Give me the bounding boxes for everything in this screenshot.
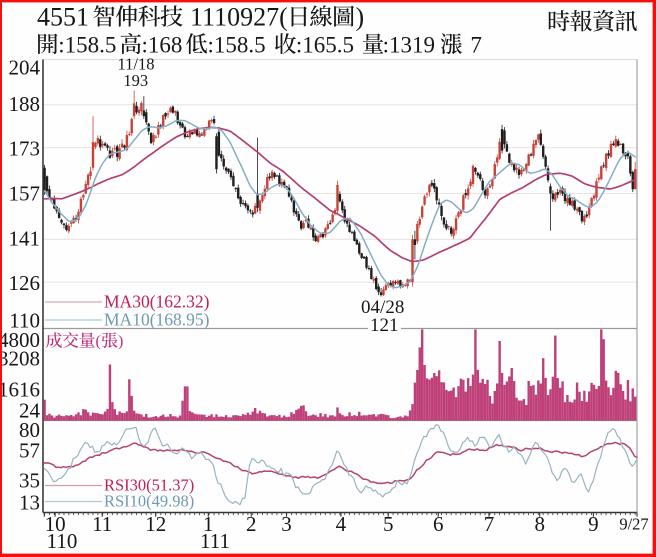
svg-text:9/27: 9/27: [619, 515, 648, 534]
svg-text:121: 121: [370, 315, 399, 336]
svg-text::158.5: :158.5: [58, 32, 116, 57]
svg-text:RSI30(51.37): RSI30(51.37): [104, 476, 194, 495]
svg-text:3208: 3208: [0, 347, 40, 371]
svg-text::1319: :1319: [383, 32, 435, 57]
svg-text:110: 110: [47, 529, 78, 553]
svg-text:11/18: 11/18: [118, 55, 155, 74]
svg-text::165.5: :165.5: [296, 32, 354, 57]
svg-text:193: 193: [123, 71, 148, 90]
svg-text:7: 7: [470, 32, 482, 57]
svg-text:): ): [356, 3, 365, 32]
svg-text:MA30(162.32): MA30(162.32): [104, 292, 210, 312]
svg-text:110: 110: [9, 308, 40, 332]
svg-text:111: 111: [200, 529, 230, 553]
svg-text:1110927(: 1110927(: [190, 3, 288, 32]
svg-text:MA10(168.95): MA10(168.95): [104, 310, 210, 330]
svg-text:(: (: [95, 333, 100, 350]
svg-text:RSI10(49.98): RSI10(49.98): [104, 492, 194, 511]
svg-text:24: 24: [19, 399, 41, 423]
svg-text:10: 10: [45, 512, 66, 536]
svg-text:126: 126: [9, 271, 41, 295]
svg-text:1: 1: [203, 512, 214, 536]
svg-text:204: 204: [9, 56, 41, 80]
svg-text:57: 57: [19, 439, 40, 463]
svg-text:11: 11: [92, 512, 112, 536]
svg-text:6: 6: [433, 512, 444, 536]
svg-text:7: 7: [484, 512, 495, 536]
svg-text:80: 80: [19, 418, 40, 442]
svg-text:): ): [118, 333, 123, 350]
svg-text:141: 141: [9, 226, 41, 250]
svg-text::168: :168: [142, 32, 183, 57]
svg-text:4: 4: [336, 512, 347, 536]
svg-text:2: 2: [246, 512, 257, 536]
svg-text:35: 35: [19, 468, 40, 492]
svg-text:8: 8: [534, 512, 545, 536]
svg-text:1616: 1616: [0, 377, 40, 401]
svg-text:173: 173: [9, 137, 41, 161]
svg-text:5: 5: [383, 512, 394, 536]
svg-text:4551: 4551: [37, 3, 89, 32]
svg-text:4800: 4800: [0, 328, 40, 352]
svg-text:188: 188: [9, 92, 41, 116]
svg-text:9: 9: [588, 512, 599, 536]
svg-text:3: 3: [281, 512, 292, 536]
svg-text:157: 157: [9, 182, 41, 206]
svg-text:04/28: 04/28: [361, 297, 404, 318]
svg-text:13: 13: [19, 490, 40, 514]
svg-text:12: 12: [145, 512, 166, 536]
svg-text::158.5: :158.5: [208, 32, 266, 57]
